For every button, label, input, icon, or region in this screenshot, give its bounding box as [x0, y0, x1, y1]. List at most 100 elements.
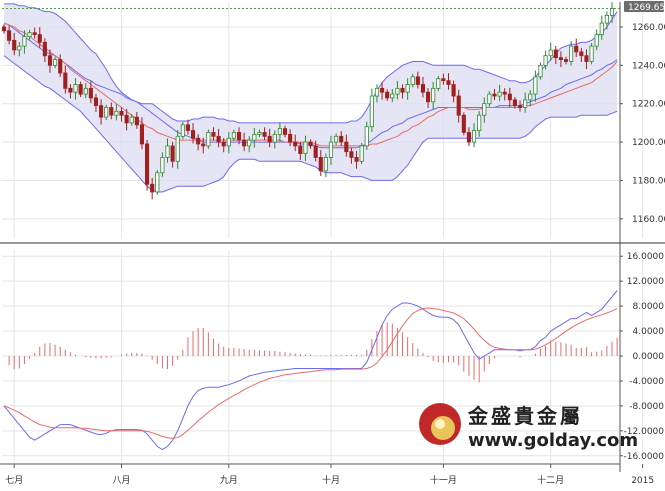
candle-11	[58, 54, 63, 78]
candle-body-105	[538, 64, 543, 78]
candle-body-54	[277, 128, 282, 135]
candle-83	[426, 88, 431, 109]
candle-body-15	[78, 84, 83, 95]
candle-51	[262, 127, 267, 141]
candle-body-102	[523, 99, 528, 108]
candle-61	[313, 140, 318, 162]
macd-tick-label-6: 8.0000	[633, 302, 665, 312]
candle-body-115	[589, 45, 594, 62]
price-badge-box	[624, 1, 664, 12]
candle-body-27	[139, 124, 145, 145]
candle-7	[37, 27, 42, 48]
candle-body-53	[272, 133, 277, 143]
candle-body-31	[160, 157, 165, 174]
candle-112	[574, 38, 579, 58]
candle-body-57	[293, 141, 298, 147]
candle-9	[47, 49, 53, 73]
candle-body-3	[17, 45, 22, 51]
macd-tick-label-2: -8.0000	[629, 402, 664, 412]
candle-body-52	[267, 135, 272, 143]
candle-body-36	[185, 124, 190, 131]
candle-body-32	[165, 145, 170, 158]
candle-body-46	[236, 132, 242, 141]
candle-body-118	[604, 15, 609, 24]
candle-body-11	[58, 59, 63, 74]
band-lower-line	[3, 55, 618, 193]
price-tick-label-3: 1220.00	[632, 100, 665, 110]
candle-body-10	[53, 59, 58, 66]
candle-12	[63, 65, 68, 94]
candle-body-83	[426, 91, 431, 103]
candle-body-47	[242, 139, 247, 147]
macd-histogram	[8, 322, 618, 383]
candle-56	[288, 129, 293, 147]
candle-79	[405, 78, 410, 100]
candle-6	[32, 27, 37, 39]
candle-36	[185, 119, 190, 135]
candle-body-113	[579, 51, 584, 57]
candle-82	[420, 77, 426, 98]
candle-107	[548, 42, 553, 61]
candle-40	[206, 129, 211, 149]
candle-body-107	[548, 49, 553, 57]
candle-body-106	[543, 55, 548, 66]
candle-body-25	[129, 116, 134, 124]
candle-75	[385, 89, 390, 101]
candle-91	[466, 127, 472, 147]
candle-46	[236, 127, 242, 145]
price-tick-label-4: 1240.00	[632, 61, 665, 71]
candle-body-99	[507, 93, 512, 101]
candle-body-34	[175, 135, 180, 162]
candle-31	[160, 152, 165, 177]
candle-body-67	[344, 141, 349, 153]
candle-106	[543, 50, 548, 70]
candle-body-17	[88, 87, 93, 99]
candle-body-49	[252, 133, 257, 141]
candle-body-97	[497, 91, 502, 97]
candle-113	[579, 47, 584, 63]
price-tick-label-5: 1260.00	[632, 23, 665, 33]
candle-body-89	[456, 95, 461, 116]
candle-39	[201, 137, 206, 154]
candle-body-73	[374, 87, 380, 97]
candle-body-8	[42, 41, 47, 57]
candle-96	[492, 88, 497, 101]
candle-38	[196, 134, 201, 151]
price-badge-label: 1269.65	[628, 3, 665, 13]
candle-14	[73, 78, 78, 100]
candle-body-108	[553, 49, 558, 59]
candle-body-60	[308, 141, 313, 147]
candle-body-94	[482, 103, 487, 116]
candle-19	[99, 99, 104, 125]
candle-body-16	[83, 87, 88, 95]
candle-42	[216, 128, 221, 148]
candle-body-76	[390, 93, 395, 99]
candle-body-42	[216, 135, 221, 143]
candle-body-5	[27, 32, 32, 37]
macd-tick-label-4: 0.0000	[633, 352, 665, 362]
candle-17	[88, 80, 93, 104]
logo-company-name: 金盛貴金屬	[467, 404, 583, 428]
candle-74	[380, 82, 385, 100]
candle-body-90	[461, 114, 466, 133]
candle-21	[109, 102, 114, 120]
candle-body-75	[385, 91, 390, 99]
candle-25	[129, 114, 134, 126]
candle-body-45	[231, 132, 236, 139]
candle-body-22	[114, 110, 119, 116]
candle-body-1	[7, 30, 12, 41]
candle-body-39	[201, 143, 206, 147]
candle-body-65	[334, 135, 339, 143]
candle-20	[104, 104, 109, 120]
macd-tick-label-7: 12.0000	[627, 277, 664, 287]
candle-15	[78, 81, 83, 97]
candle-24	[124, 108, 129, 131]
candle-body-96	[492, 93, 497, 97]
candle-110	[563, 56, 569, 65]
candle-16	[83, 83, 88, 99]
candle-80	[410, 73, 415, 88]
candle-body-44	[226, 137, 231, 147]
candle-41	[211, 127, 216, 141]
candle-body-74	[380, 87, 385, 93]
